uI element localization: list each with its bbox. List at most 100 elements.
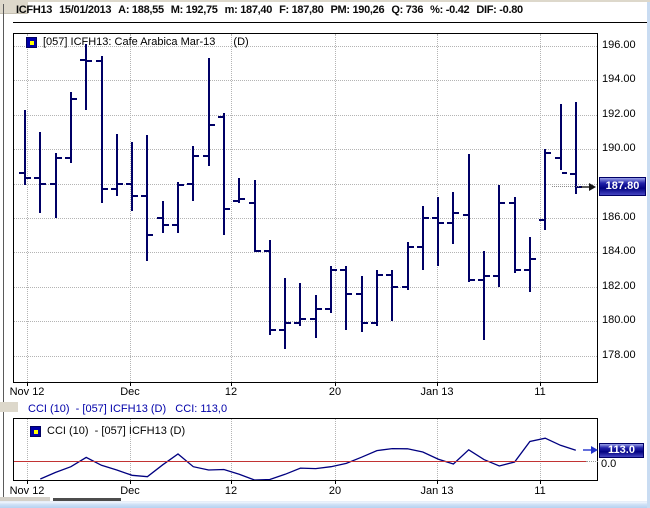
close-tick <box>71 98 77 101</box>
price-gridline <box>14 149 597 151</box>
open-tick <box>416 246 422 249</box>
ohlc-range <box>253 180 256 253</box>
ohlc-range <box>115 133 118 196</box>
open-tick <box>217 115 223 118</box>
time-axis-label: 11 <box>534 386 546 398</box>
time-axis-label: 11 <box>534 485 546 497</box>
ohlc-range <box>330 266 332 313</box>
ohlc-range <box>574 101 577 194</box>
time-axis-label: 12 <box>224 386 238 398</box>
date-gridline <box>335 419 336 480</box>
date-gridline <box>540 419 541 480</box>
open-tick <box>110 187 116 190</box>
ohlc-range <box>437 197 440 267</box>
open-tick <box>202 155 208 158</box>
ohlc-range <box>24 109 26 186</box>
price-gridline <box>14 321 597 323</box>
close-tick <box>133 194 139 197</box>
price-gridline <box>14 80 597 82</box>
quote-field: PM: 190,26 <box>330 4 385 16</box>
open-tick <box>263 249 269 252</box>
close-tick <box>163 223 169 226</box>
open-tick <box>156 217 162 219</box>
zero-line <box>14 461 586 462</box>
window-bottom-edge <box>0 501 650 508</box>
ohlc-range <box>483 250 485 341</box>
close-tick <box>423 217 429 219</box>
cci-marker-icon[interactable] <box>30 425 41 437</box>
date-gridline <box>27 34 28 382</box>
open-tick <box>309 318 315 321</box>
time-axis-label: Dec <box>120 485 140 497</box>
close-tick <box>454 211 460 214</box>
ohlc-range <box>131 142 134 212</box>
open-tick <box>141 194 147 197</box>
quote-field: Q: 736 <box>391 4 424 16</box>
ohlc-range <box>345 266 348 330</box>
close-tick <box>102 187 108 190</box>
close-tick <box>485 275 490 278</box>
time-axis-label: 12 <box>224 485 238 497</box>
indicator-header: CCI (10) - [057] ICFH13 (D) CCI: 113,0 <box>28 403 228 415</box>
quote-field: 15/01/2013 <box>59 4 112 16</box>
open-tick <box>340 268 346 271</box>
time-axis-tick <box>335 383 336 386</box>
price-axis-label: 178.00 <box>602 348 636 361</box>
ohlc-range <box>406 242 409 291</box>
time-axis-label: Nov 12 <box>9 386 45 398</box>
ohlc-range <box>238 178 241 203</box>
date-gridline <box>437 419 438 480</box>
close-tick <box>179 184 184 187</box>
price-chart-panel[interactable]: [057] ICFH13: Cafe Arabica Mar-13 (D) <box>13 33 598 383</box>
quote-header: ICFH13 15/01/2013 A: 188,55 M: 192,75 m: 187… <box>16 4 616 20</box>
open-tick <box>401 285 407 288</box>
open-tick <box>508 201 514 204</box>
ohlc-range <box>559 104 562 170</box>
close-tick <box>530 258 536 261</box>
price-plot-area <box>14 34 597 382</box>
time-axis-tick <box>540 481 541 484</box>
date-gridline <box>130 419 131 480</box>
pane-splitter-handle[interactable] <box>53 498 121 501</box>
quote-field: %: -0.42 <box>430 4 470 16</box>
ohlc-range <box>299 283 302 327</box>
close-tick <box>56 156 62 159</box>
close-tick <box>377 273 383 276</box>
date-gridline <box>27 419 28 480</box>
time-axis-tick <box>231 383 232 386</box>
close-tick <box>148 234 154 237</box>
open-tick <box>539 218 545 221</box>
header-separator <box>13 22 650 23</box>
ohlc-range <box>85 44 88 110</box>
cci-zero-label: 0.0 <box>601 458 617 470</box>
price-gridline <box>14 355 597 357</box>
ohlc-range <box>498 185 501 287</box>
quote-field: ICFH13 <box>16 4 53 16</box>
series-marker-icon[interactable] <box>26 36 37 48</box>
ohlc-range <box>69 92 72 163</box>
cci-indicator-panel[interactable]: CCI (10) - [057] ICFH13 (D) <box>13 418 598 481</box>
open-tick <box>172 223 177 226</box>
price-gridline <box>14 114 597 116</box>
close-tick <box>408 246 414 249</box>
close-tick <box>87 60 93 63</box>
open-tick <box>325 308 330 311</box>
time-axis-tick <box>437 383 438 386</box>
price-axis-label: 194.00 <box>602 73 636 86</box>
price-series-title: [057] ICFH13: Cafe Arabica Mar-13 <box>43 36 216 48</box>
date-gridline <box>540 34 541 382</box>
open-tick <box>386 273 392 276</box>
ohlc-range <box>391 269 394 322</box>
price-gridline <box>14 252 597 254</box>
price-axis-label: 186.00 <box>602 211 636 223</box>
price-series-legend: [057] ICFH13: Cafe Arabica Mar-13 (D) <box>26 36 249 48</box>
quote-field: F: 187,80 <box>279 4 324 16</box>
ohlc-range <box>284 278 287 349</box>
ohlc-range <box>54 152 57 218</box>
time-axis-label: Jan 13 <box>420 485 454 497</box>
ohlc-range <box>146 135 149 261</box>
toolbar-fragment-corner <box>0 0 28 14</box>
close-tick <box>301 318 307 321</box>
close-tick <box>117 182 123 185</box>
